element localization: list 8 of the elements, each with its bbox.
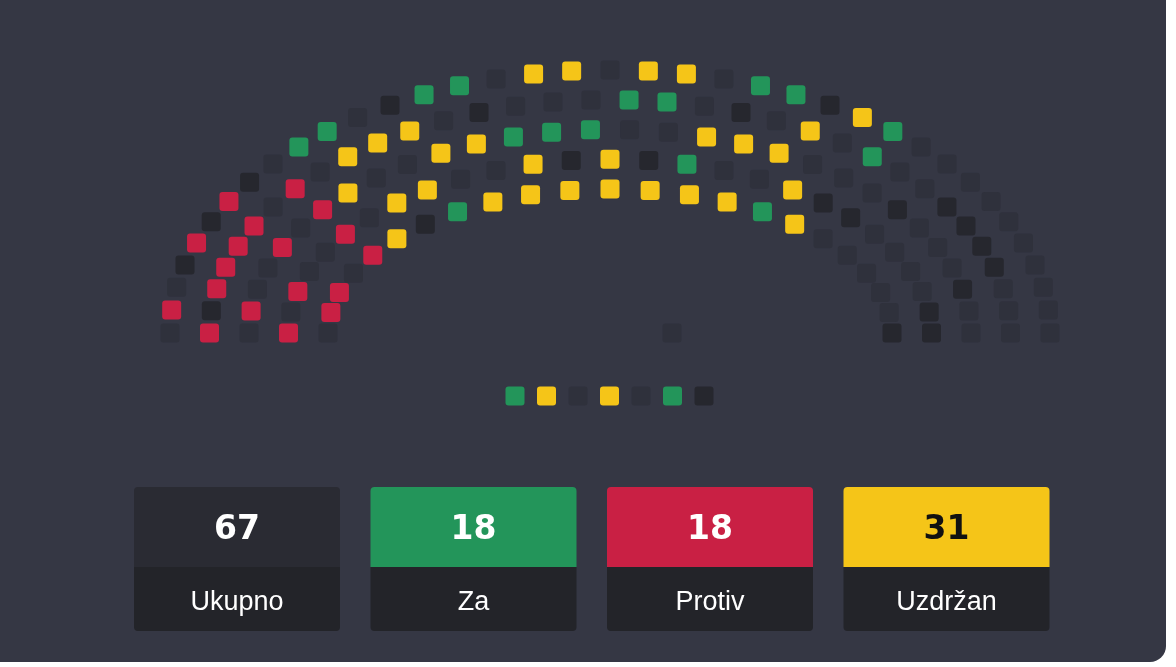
data-label: 67 [214, 508, 260, 547]
data-label: 31 [923, 508, 970, 547]
category-label: Protiv [675, 586, 745, 616]
data-label: 18 [687, 508, 733, 547]
category-label: Uzdržan [896, 586, 997, 616]
category-label: Za [457, 586, 491, 616]
data-label: 18 [450, 508, 497, 547]
category-label: Ukupno [190, 586, 284, 616]
